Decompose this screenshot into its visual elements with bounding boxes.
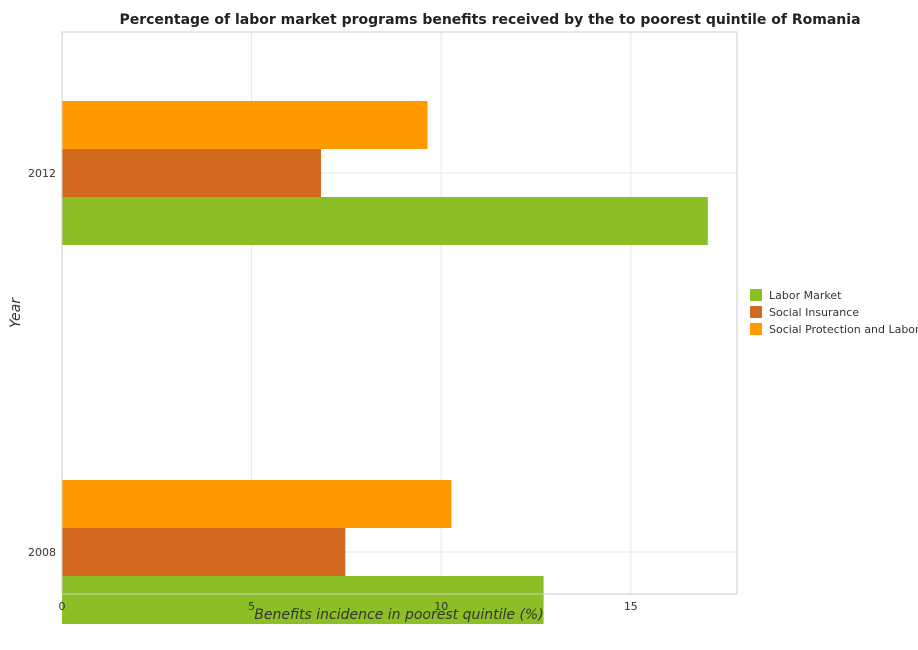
y-tick-label: 2008 — [28, 546, 56, 559]
y-ticks: 2008 2012 — [28, 167, 56, 559]
bars — [62, 101, 708, 624]
legend-swatch — [750, 306, 762, 318]
x-tick-label: 10 — [434, 600, 448, 613]
x-tick-label: 5 — [248, 600, 255, 613]
x-tick-label: 0 — [59, 600, 66, 613]
bar-social-protection-and-labor-2012 — [62, 101, 428, 149]
x-tick-label: 15 — [624, 600, 638, 613]
plot-frame — [61, 31, 738, 595]
bar-social-insurance-2008 — [62, 528, 346, 576]
bar-social-insurance-2012 — [62, 149, 322, 197]
legend: Labor Market Social Insurance Social Prote… — [750, 289, 918, 336]
legend-swatch — [750, 289, 762, 301]
bar-labor-market-2012 — [62, 197, 708, 245]
bar-social-protection-and-labor-2008 — [62, 480, 452, 528]
x-axis-label: Benefits incidence in poorest quintile (… — [254, 607, 543, 623]
y-tick-label: 2012 — [28, 167, 56, 180]
x-ticks: 0 5 10 15 — [59, 600, 638, 613]
legend-label: Labor Market — [769, 289, 842, 302]
chart-title: Percentage of labor market programs bene… — [119, 12, 860, 28]
legend-label: Social Protection and Labor — [769, 323, 918, 336]
bar-labor-market-2008 — [62, 576, 544, 624]
y-axis-label: Year — [8, 297, 24, 328]
legend-swatch — [750, 323, 762, 335]
legend-label: Social Insurance — [769, 306, 859, 319]
